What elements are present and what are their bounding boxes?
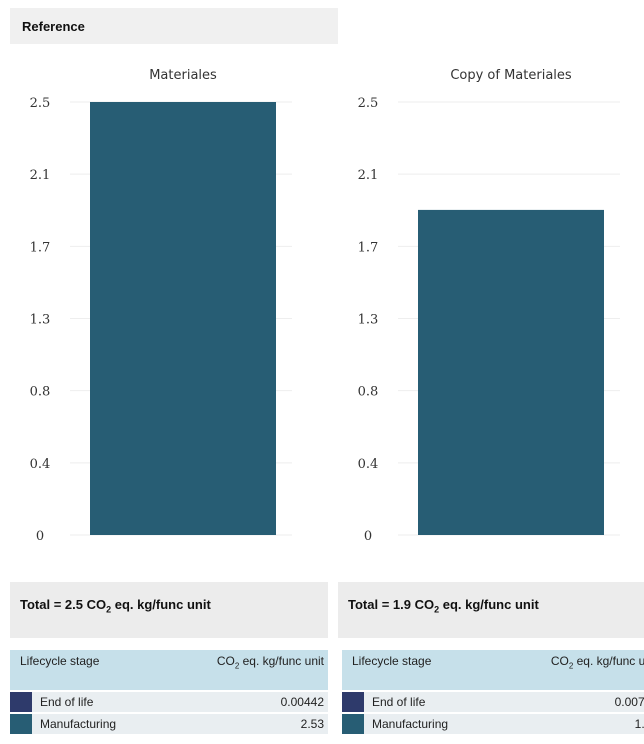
y-tick-label: 0.4 [358, 457, 379, 472]
legend-swatch [342, 690, 364, 713]
co2-header: CO2 eq. kg/func unit [214, 650, 328, 691]
y-tick-label: 1.3 [358, 313, 379, 328]
table-header-row: Lifecycle stage CO2 eq. kg/func unit [10, 650, 328, 691]
value-cell: 2.53 [214, 712, 328, 734]
legend-swatch [10, 690, 32, 713]
value-cell: 0.00442 [214, 690, 328, 713]
y-tick-label: 2.1 [30, 168, 51, 183]
y-tick-label: 0.8 [358, 385, 379, 400]
reference-title: Reference [22, 19, 85, 34]
y-tick-label: 0 [36, 529, 44, 544]
y-tick-label: 2.1 [358, 168, 379, 183]
lifecycle-stage-header: Lifecycle stage [10, 650, 214, 691]
total-text: Total = 1.9 CO2 eq. kg/func unit [348, 597, 539, 615]
value-cell: 1.87 [548, 712, 644, 734]
materiales-chart: Materiales 0 0.4 0.8 1.3 1.7 2.1 2.5 [30, 68, 292, 544]
total-box: Total = 2.5 CO2 eq. kg/func unit [10, 582, 328, 638]
table-row: Manufacturing 2.53 [10, 712, 328, 734]
reference-header: Reference [10, 8, 338, 44]
copy-of-materiales-chart: Copy of Materiales 0 0.4 0.8 1.3 1.7 2.1 2.5 [358, 68, 620, 544]
legend-swatch [342, 712, 364, 734]
bar[interactable] [418, 209, 604, 535]
stage-cell: End of life [364, 690, 548, 713]
y-tick-label: 1.3 [30, 313, 51, 328]
y-tick-label: 1.7 [358, 240, 379, 255]
bar[interactable] [90, 102, 276, 535]
legend-swatch [10, 712, 32, 734]
total-text: Total = 2.5 CO2 eq. kg/func unit [20, 597, 211, 615]
y-tick-label: 2.5 [358, 96, 379, 111]
value-cell: 0.00721 [548, 690, 644, 713]
lifecycle-stage-header: Lifecycle stage [342, 650, 548, 691]
y-tick-label: 0.4 [30, 457, 51, 472]
table-header-row: Lifecycle stage CO2 eq. kg/func unit [342, 650, 644, 691]
y-tick-label: 0 [364, 529, 372, 544]
lifecycle-table: Lifecycle stage CO2 eq. kg/func unit End… [10, 650, 328, 734]
y-tick-label: 2.5 [30, 96, 51, 111]
y-tick-label: 0.8 [30, 385, 51, 400]
chart-title: Copy of Materiales [450, 68, 572, 83]
y-tick-label: 1.7 [30, 240, 51, 255]
stage-cell: End of life [32, 690, 214, 713]
stage-cell: Manufacturing [32, 712, 214, 734]
table-row: End of life 0.00442 [10, 690, 328, 713]
lifecycle-table: Lifecycle stage CO2 eq. kg/func unit End… [342, 650, 644, 734]
chart-title: Materiales [149, 68, 217, 83]
co2-header: CO2 eq. kg/func unit [548, 650, 644, 691]
total-box: Total = 1.9 CO2 eq. kg/func unit [338, 582, 644, 638]
stage-cell: Manufacturing [364, 712, 548, 734]
